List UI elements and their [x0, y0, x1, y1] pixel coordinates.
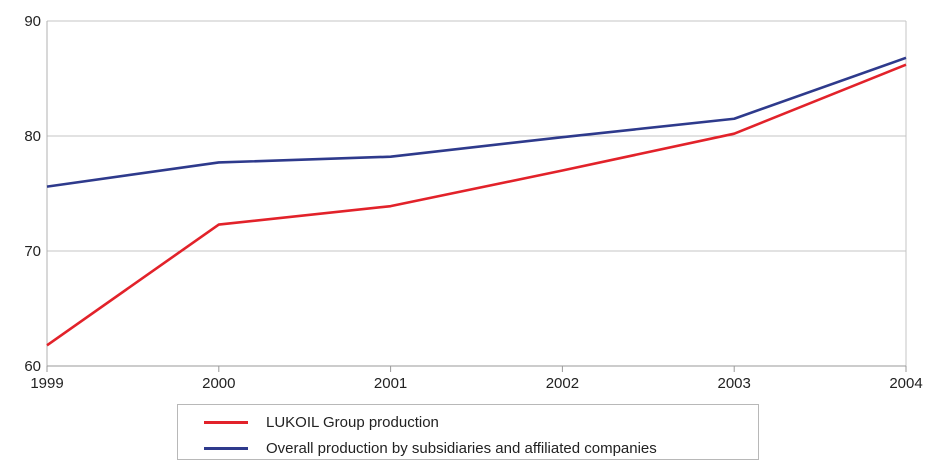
gridlines: [47, 20, 906, 367]
y-tick-label-60: 60: [24, 358, 41, 375]
y-tick-label-80: 80: [24, 128, 41, 145]
legend-label-lukoil-group: LUKOIL Group production: [266, 413, 439, 431]
x-tick-label-2003: 2003: [718, 375, 751, 392]
legend-swatch-lukoil-group: [204, 420, 248, 424]
legend-label-overall-production: Overall production by subsidiaries and a…: [266, 439, 657, 457]
y-tick-label-70: 70: [24, 243, 41, 260]
legend-item-lukoil-group: LUKOIL Group production: [178, 412, 439, 432]
y-tick-labels: 60 70 80 90: [24, 13, 41, 375]
series-line-0: [46, 63, 907, 347]
axes: [46, 21, 907, 372]
legend-swatch-overall-production: [204, 446, 248, 450]
legend: LUKOIL Group production Overall producti…: [177, 404, 759, 460]
series-line-1: [46, 56, 907, 188]
x-tick-label-2000: 2000: [202, 375, 235, 392]
x-tick-label-2001: 2001: [374, 375, 407, 392]
x-tick-label-2004: 2004: [889, 375, 922, 392]
x-tick-labels: 1999 2000 2001 2002 2003 2004: [30, 375, 922, 392]
line-chart: 60 70 80 90 1999 2000 2001 2002 2003 2004: [24, 13, 922, 392]
x-tick-label-1999: 1999: [30, 375, 63, 392]
y-tick-label-90: 90: [24, 13, 41, 30]
x-tick-label-2002: 2002: [546, 375, 579, 392]
series-lines: [46, 56, 907, 347]
legend-item-overall-production: Overall production by subsidiaries and a…: [178, 438, 657, 458]
